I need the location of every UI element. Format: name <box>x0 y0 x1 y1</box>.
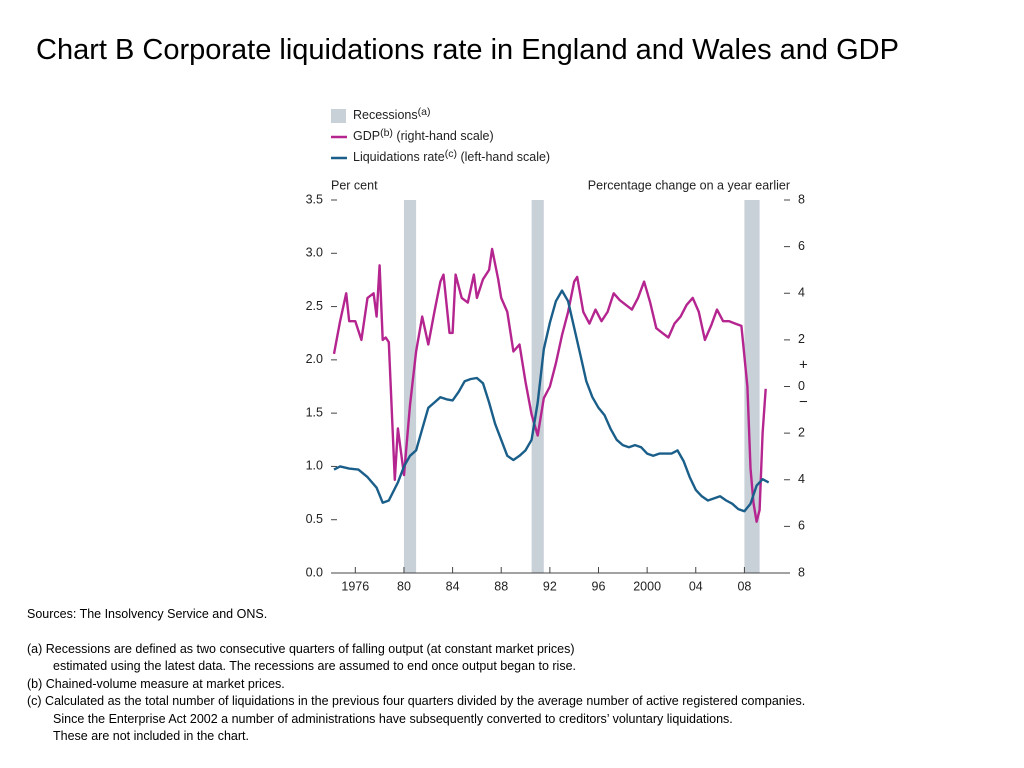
legend-note-mark: (a) <box>418 106 431 118</box>
legend-entry: Liquidations rate(c) (left-hand scale) <box>353 148 550 165</box>
y-tick-label: 2.0 <box>306 352 323 366</box>
legend-note-mark: (c) <box>445 148 457 160</box>
y2-tick-label: 8 <box>798 565 805 579</box>
y-tick-label: 2.5 <box>306 299 323 313</box>
legend-entry: Recessions(a) <box>353 106 430 123</box>
y-tick-label: 3.5 <box>306 192 323 206</box>
y2-tick-label: 2 <box>798 332 805 346</box>
recession-band <box>403 200 417 573</box>
y2-tick-label: 6 <box>798 519 805 533</box>
footnote-line: These are not included in the chart. <box>53 729 249 743</box>
legend-note-mark: (b) <box>380 127 393 139</box>
y2-tick-label: 8 <box>798 192 805 206</box>
series-line <box>333 289 770 513</box>
legend-text: (left-hand scale) <box>457 150 550 164</box>
y-axis-label: Per cent <box>331 178 378 192</box>
chart-title: Chart B Corporate liquidations rate in E… <box>36 34 899 66</box>
sources: Sources: The Insolvency Service and ONS. <box>27 607 268 621</box>
footnote-line: (a) Recessions are defined as two consec… <box>27 641 575 656</box>
y2-tick-label: 6 <box>798 239 805 253</box>
legend-text: Recessions <box>353 108 418 122</box>
y2-tick-label: 2 <box>798 425 805 439</box>
y-tick-label: 1.5 <box>306 405 323 419</box>
x-tick-label: 92 <box>543 579 557 593</box>
y2-sign: + <box>799 356 808 373</box>
y2-tick-label: 0 <box>798 379 805 393</box>
spacer <box>27 624 805 641</box>
chart: 0.0 0.5 1.0 1.5 2.0 2.5 3.0 3.5 8 6 4 2 0 2 4 6 8 + − 1976 8… <box>306 106 808 594</box>
y-tick-label: 0.5 <box>306 512 323 526</box>
footnote-line: (b) Chained-volume measure at market pri… <box>27 676 285 691</box>
x-tick-label: 08 <box>737 579 751 593</box>
footnote-line: estimated using the latest data. The rec… <box>53 659 577 673</box>
series-line <box>332 247 767 523</box>
legend-text: Liquidations rate <box>353 150 445 164</box>
y-tick-label: 1.0 <box>306 459 323 473</box>
y2-axis-label: Percentage change on a year earlier <box>588 178 790 192</box>
y2-sign: − <box>799 393 808 410</box>
x-tick-label: 04 <box>689 579 703 593</box>
footnote-line: (c) Calculated as the total number of li… <box>27 694 806 708</box>
legend-entry: GDP(b) (right-hand scale) <box>353 127 494 144</box>
x-tick-label: 88 <box>494 579 508 593</box>
x-tick-label: 96 <box>592 579 606 593</box>
recession-band <box>531 200 544 573</box>
x-tick-label: 80 <box>397 579 411 593</box>
x-tick-label: 2000 <box>633 579 661 593</box>
y-tick-label: 3.0 <box>306 246 323 260</box>
legend-text: (right-hand scale) <box>393 129 494 143</box>
x-tick-label: 1976 <box>341 579 369 593</box>
footnote-line: Since the Enterprise Act 2002 a number o… <box>53 711 733 726</box>
legend-text: GDP <box>353 129 380 143</box>
y2-tick-label: 4 <box>798 286 805 300</box>
x-tick-label: 84 <box>446 579 460 593</box>
footnotes: Sources: The Insolvency Service and ONS.… <box>27 606 805 746</box>
y2-tick-label: 4 <box>798 472 805 486</box>
legend-swatch <box>331 109 346 123</box>
y-tick-label: 0.0 <box>306 565 323 579</box>
recession-band <box>744 200 760 573</box>
